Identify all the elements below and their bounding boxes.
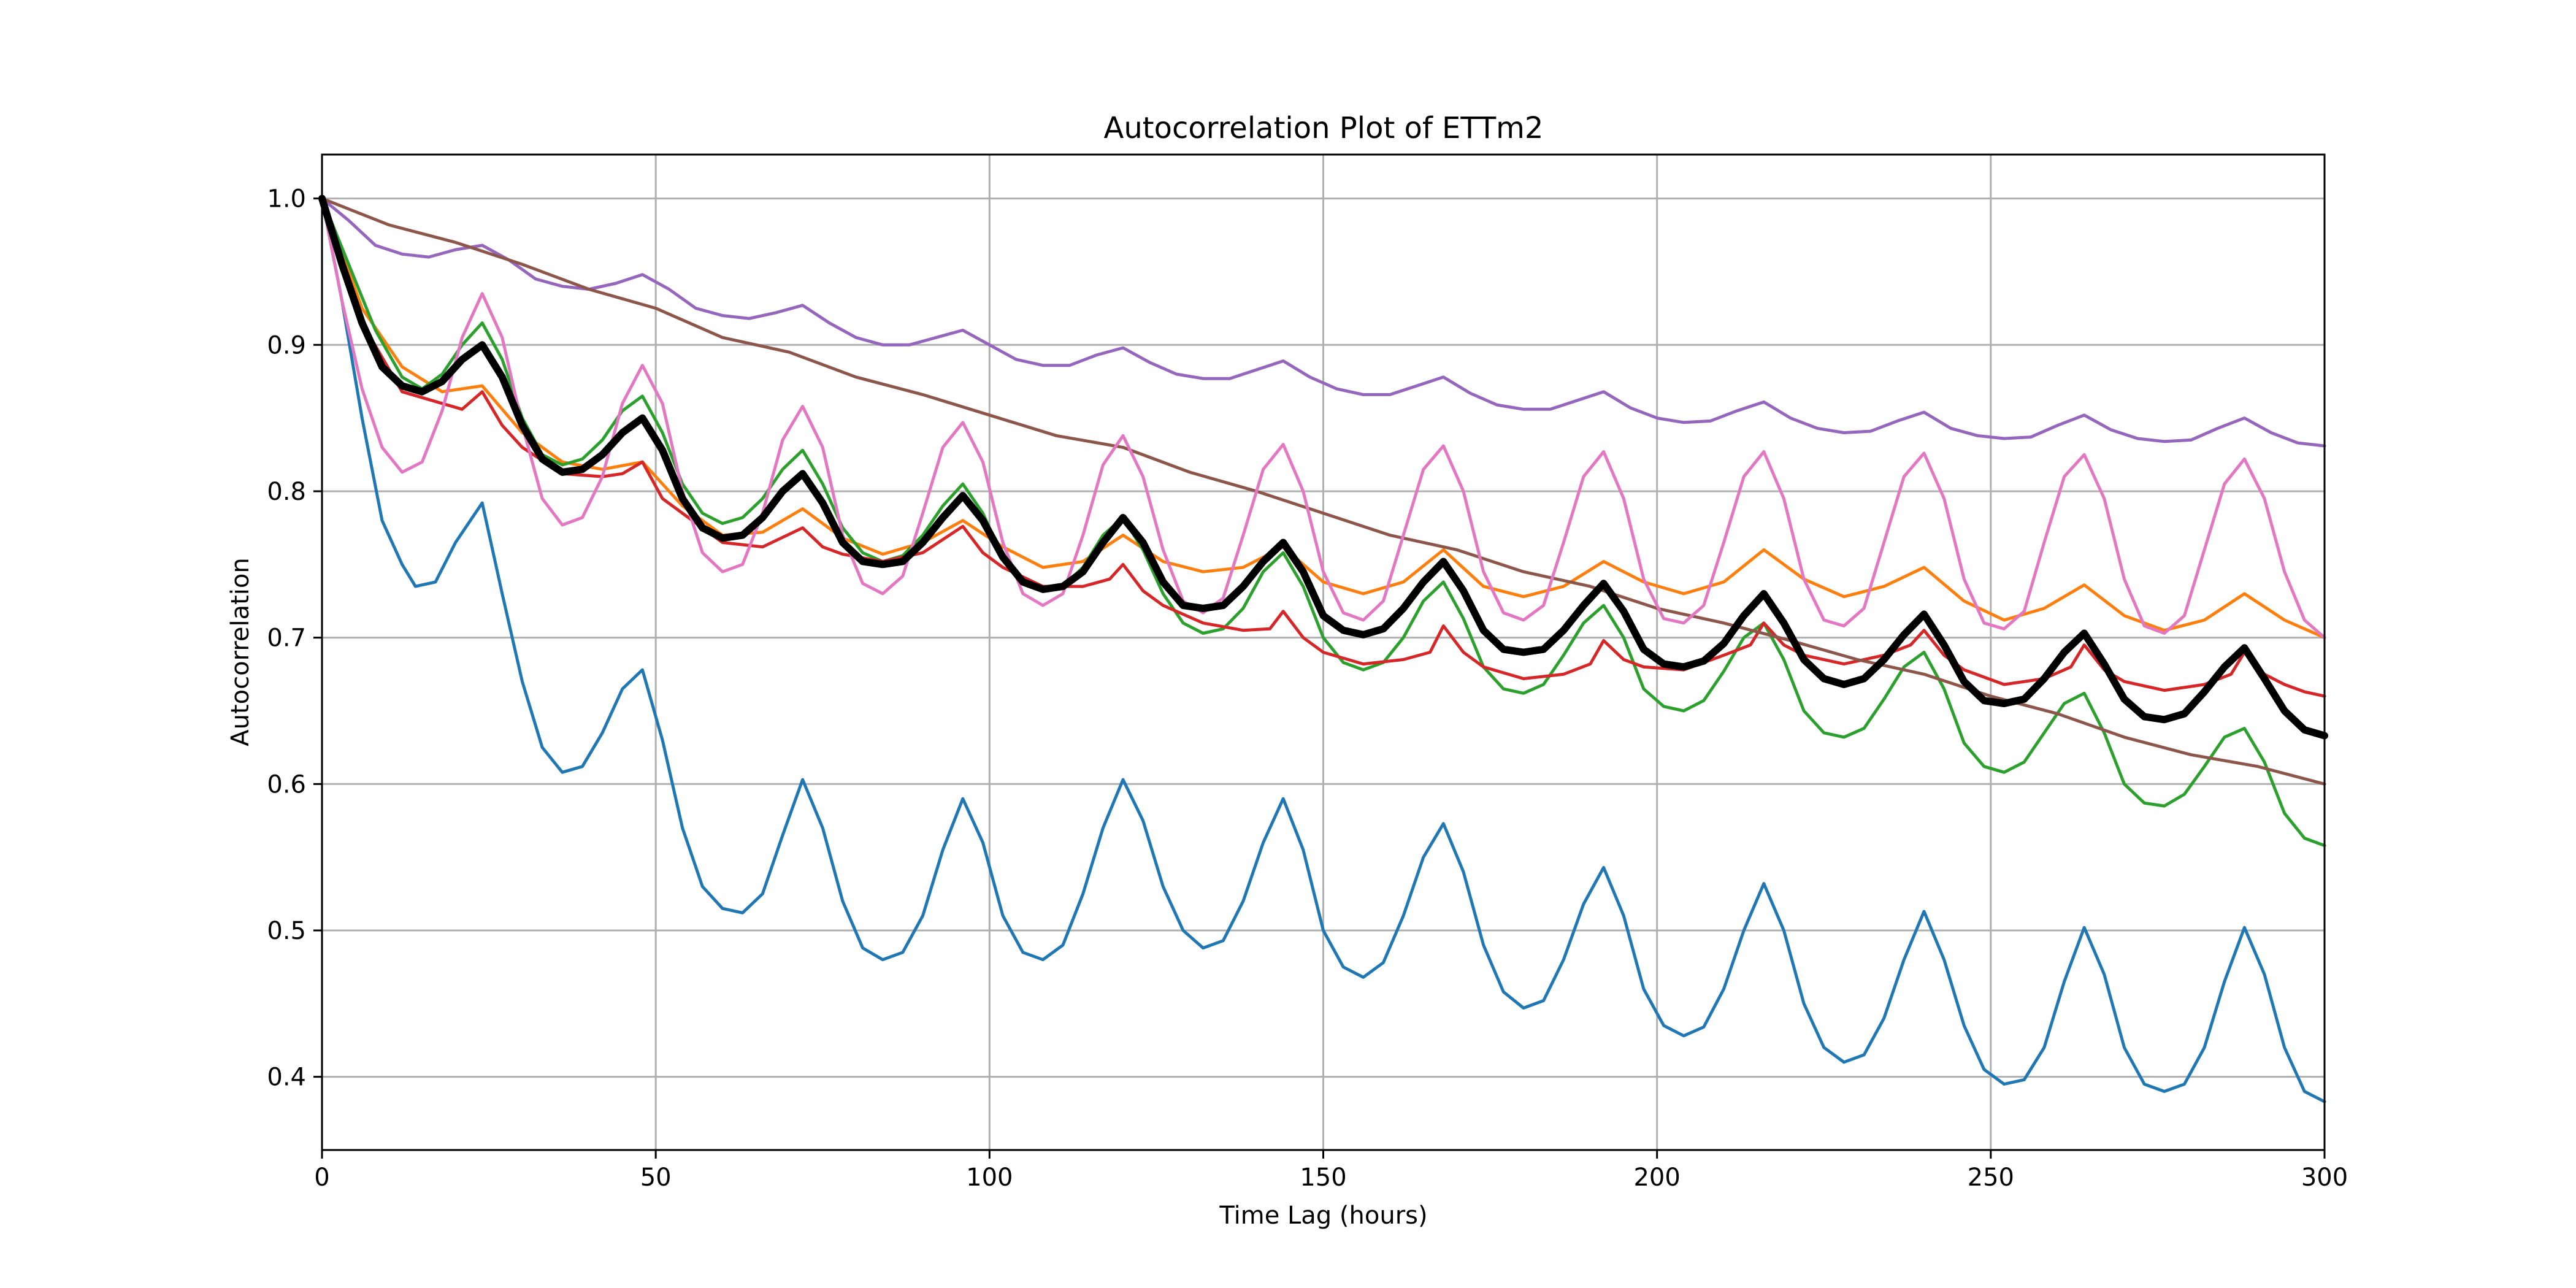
series-line-6 (320, 197, 2326, 786)
y-tick-label-0: 0.4 (267, 1064, 306, 1092)
series-line-5 (320, 197, 2326, 448)
y-axis-label: Autocorrelation (226, 558, 255, 746)
y-tick-label-4: 0.8 (267, 478, 306, 506)
x-tick-label-6: 300 (2301, 1163, 2348, 1192)
y-tick-label-3: 0.7 (267, 624, 306, 653)
x-tick-label-1: 50 (640, 1163, 672, 1192)
x-axis-label: Time Lag (hours) (1219, 1202, 1427, 1230)
x-tick-label-5: 250 (1968, 1163, 2014, 1192)
y-tick-label-6: 1.0 (267, 185, 306, 213)
series-line-3 (320, 197, 2326, 848)
series-line-1 (320, 197, 2326, 1103)
y-tick-label-5: 0.9 (267, 331, 306, 359)
y-tick-label-2: 0.6 (267, 770, 306, 799)
x-tick-label-0: 0 (314, 1163, 329, 1192)
x-tick-label-4: 200 (1633, 1163, 1680, 1192)
x-tick-label-3: 150 (1300, 1163, 1346, 1192)
chart-title: Autocorrelation Plot of ETTm2 (1104, 111, 1544, 145)
grid (321, 155, 2326, 1150)
series-line-4 (320, 197, 2326, 698)
series-line-8 (318, 194, 2328, 740)
series-line-2 (320, 197, 2326, 640)
x-tick-label-2: 100 (966, 1163, 1013, 1192)
plot-series (318, 194, 2328, 1103)
axes: 0 50 100 150 200 250 300 0.4 0.5 0.6 0.7 0.8 0.9 1.0 (267, 185, 2348, 1192)
y-tick-label-1: 0.5 (267, 917, 306, 945)
series-line-7 (320, 197, 2326, 640)
